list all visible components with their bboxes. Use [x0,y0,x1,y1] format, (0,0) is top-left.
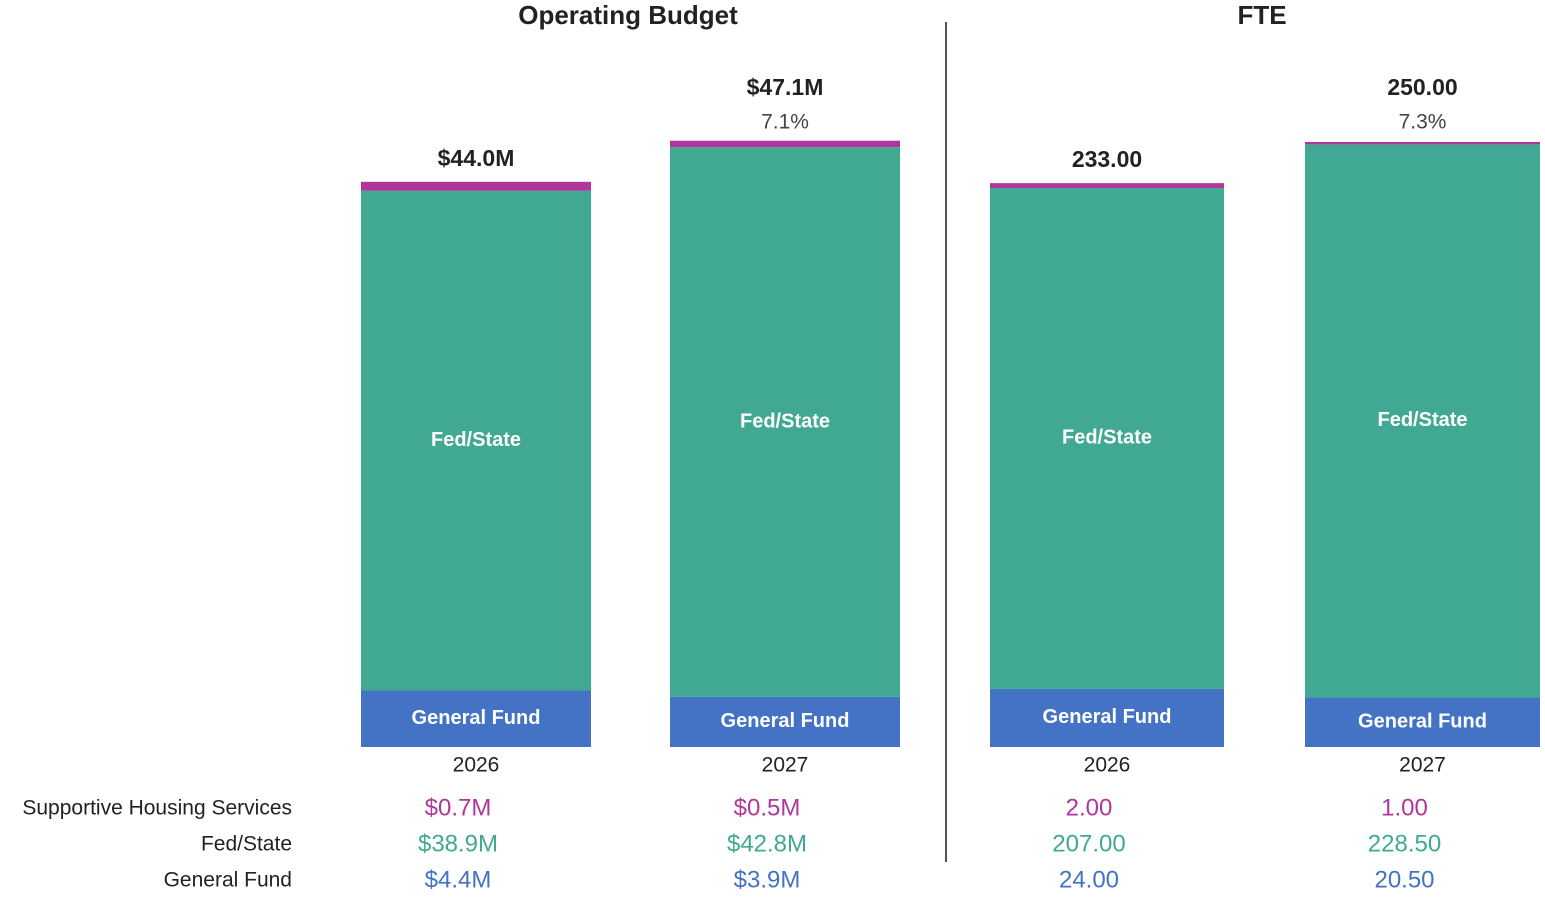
bar-segment [361,181,591,191]
total-label: $44.0M [438,145,515,171]
segment-label: General Fund [412,707,541,729]
bar-segment [990,187,1224,689]
value-label: 20.50 [1374,866,1434,893]
bar-segment [990,688,1224,747]
row-label: Fed/State [201,833,292,856]
segment-label: General Fund [1358,710,1487,732]
segment-label: General Fund [721,710,850,732]
total-label: 233.00 [1072,146,1142,172]
value-label: $0.7M [425,794,492,821]
bar-segment [1305,144,1540,698]
value-label: $4.4M [425,866,492,893]
bar-segment [670,140,900,148]
x-tick-label: 2026 [453,754,500,777]
total-label: $47.1M [747,74,824,100]
segment-label: Fed/State [1062,427,1152,449]
bar-segment [1305,697,1540,747]
value-label: 207.00 [1052,830,1125,857]
value-label: $0.5M [734,794,801,821]
change-label: 7.3% [1399,111,1447,134]
x-tick-label: 2027 [762,754,809,777]
value-label: $3.9M [734,866,801,893]
segment-label: Fed/State [740,410,830,432]
change-label: 7.1% [761,111,809,134]
row-label: General Fund [164,869,292,892]
chart-title: Operating Budget [518,0,738,30]
segment-label: General Fund [1043,706,1172,728]
row-label: Supportive Housing Services [22,797,292,820]
value-label: 24.00 [1059,866,1119,893]
x-tick-label: 2027 [1399,754,1446,777]
value-label: 1.00 [1381,794,1428,821]
value-label: 228.50 [1368,830,1441,857]
value-label: 2.00 [1066,794,1113,821]
bar-segment [361,690,591,747]
x-tick-label: 2026 [1084,754,1131,777]
value-label: $38.9M [418,830,498,857]
bar-segment [670,696,900,747]
segment-label: Fed/State [431,429,521,451]
bar-segment [990,183,1224,188]
bar-segment [1305,142,1540,145]
value-label: $42.8M [727,830,807,857]
bar-segment [670,147,900,697]
total-label: 250.00 [1387,74,1457,100]
chart-title: FTE [1237,0,1286,30]
segment-label: Fed/State [1377,409,1467,431]
bar-segment [361,190,591,691]
